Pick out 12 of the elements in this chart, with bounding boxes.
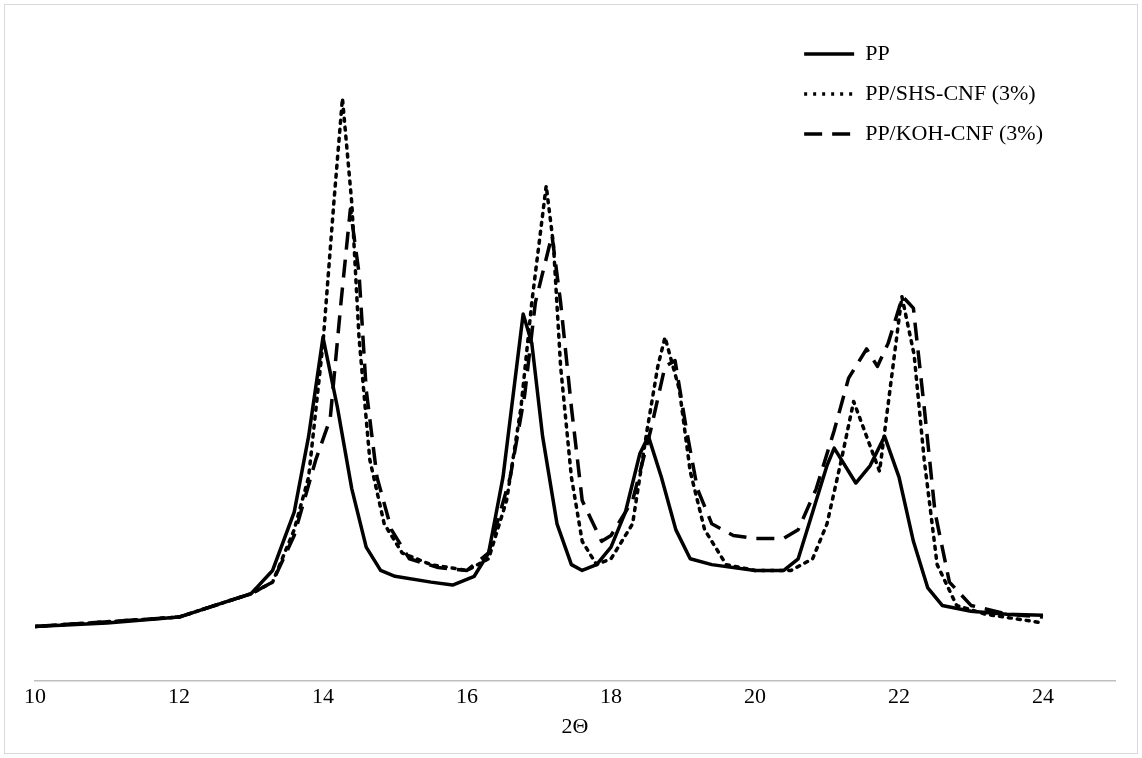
legend-label: PP <box>865 39 890 65</box>
x-tick-label: 10 <box>24 683 46 709</box>
x-tick-label: 12 <box>168 683 190 709</box>
x-tick-label: 24 <box>1032 683 1054 709</box>
x-tick-label: 14 <box>312 683 334 709</box>
x-axis-title: 2Θ <box>561 712 589 738</box>
x-tick-label: 18 <box>600 683 622 709</box>
x-tick-label: 20 <box>744 683 766 709</box>
x-tick-label: 22 <box>888 683 910 709</box>
legend-label: PP/SHS-CNF (3%) <box>865 79 1036 105</box>
legend-label: PP/KOH-CNF (3%) <box>865 119 1044 145</box>
x-tick-label: 16 <box>456 683 478 709</box>
